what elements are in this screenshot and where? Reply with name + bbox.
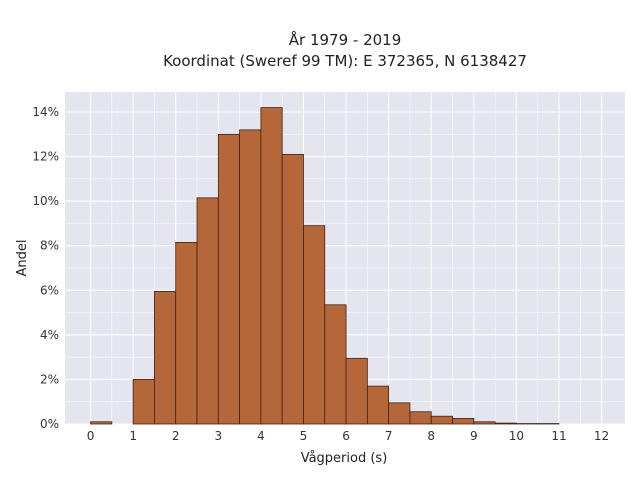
y-tick-label: 12% xyxy=(32,150,59,164)
y-tick-label: 8% xyxy=(40,239,59,253)
bars xyxy=(90,107,560,425)
x-tick-label: 10 xyxy=(509,429,524,443)
histogram-bar xyxy=(132,379,155,425)
y-tick-label: 0% xyxy=(40,417,59,431)
histogram-bar xyxy=(452,418,475,425)
x-tick-label: 12 xyxy=(594,429,609,443)
x-tick-label: 5 xyxy=(300,429,308,443)
histogram-bar xyxy=(303,225,326,425)
chart-title-line2: Koordinat (Sweref 99 TM): E 372365, N 61… xyxy=(163,52,527,70)
x-tick-label: 7 xyxy=(385,429,393,443)
histogram-bar xyxy=(494,422,517,425)
x-axis-ticks: 0 1 2 3 4 5 6 7 8 9 10 11 12 xyxy=(87,429,609,443)
x-axis-label: Vågperiod (s) xyxy=(301,451,388,466)
histogram-bar xyxy=(388,402,411,425)
histogram-bar xyxy=(175,242,198,425)
x-tick-label: 1 xyxy=(129,429,137,443)
histogram-bar xyxy=(324,304,347,425)
histogram-bar xyxy=(473,421,496,425)
y-axis-ticks: 0% 2% 4% 6% 8% 10% 12% 14% xyxy=(32,105,59,431)
histogram-bar xyxy=(196,197,219,425)
x-tick-label: 2 xyxy=(172,429,180,443)
y-tick-label: 14% xyxy=(32,105,59,119)
y-tick-label: 2% xyxy=(40,372,59,386)
histogram-bar xyxy=(154,291,177,425)
histogram-bar xyxy=(239,129,262,425)
y-tick-label: 10% xyxy=(32,194,59,208)
chart-title-line1: År 1979 - 2019 xyxy=(289,30,402,49)
histogram-bar xyxy=(281,153,304,425)
x-tick-label: 0 xyxy=(87,429,95,443)
y-tick-label: 4% xyxy=(40,328,59,342)
x-tick-label: 4 xyxy=(257,429,265,443)
histogram-bar xyxy=(345,357,368,425)
y-tick-label: 6% xyxy=(40,283,59,297)
histogram-bar xyxy=(90,421,113,425)
x-tick-label: 11 xyxy=(551,429,566,443)
x-tick-label: 6 xyxy=(342,429,350,443)
x-tick-label: 8 xyxy=(427,429,435,443)
x-tick-label: 3 xyxy=(214,429,222,443)
histogram-bar xyxy=(260,107,283,425)
x-tick-label: 9 xyxy=(470,429,478,443)
y-axis-label: Andel xyxy=(15,240,30,277)
histogram-bar xyxy=(217,133,241,425)
histogram-bar xyxy=(366,385,390,425)
histogram-bar xyxy=(409,411,432,425)
histogram-bar xyxy=(430,415,453,425)
